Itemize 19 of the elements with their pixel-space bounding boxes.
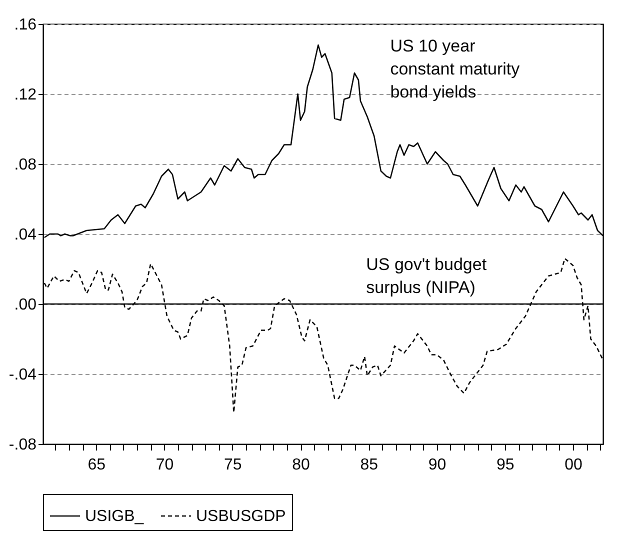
y-tick-label: .16	[14, 16, 37, 34]
annotation: US gov't budget surplus (NIPA)	[366, 255, 487, 298]
y-tick-label: .08	[14, 156, 37, 174]
x-tick-label: 80	[292, 456, 310, 474]
x-tick-label: 00	[564, 456, 583, 474]
y-tick-label: -.08	[8, 436, 37, 454]
x-tick-label: 65	[88, 456, 106, 474]
y-tick-label: .00	[14, 296, 37, 314]
x-tick-label: 85	[360, 456, 378, 474]
annotation: US 10 year constant maturity bond yields	[390, 36, 520, 102]
legend-label: USIGB_	[85, 508, 145, 525]
y-tick-label: .12	[14, 86, 37, 104]
x-tick-label: 95	[496, 456, 514, 474]
legend-label: USBUSGDP	[196, 508, 286, 525]
y-tick-label: .04	[14, 226, 37, 244]
y-tick-label: -.04	[8, 366, 37, 384]
x-tick-label: 70	[156, 456, 174, 474]
x-tick-label: 75	[224, 456, 242, 474]
x-tick-label: 90	[428, 456, 446, 474]
